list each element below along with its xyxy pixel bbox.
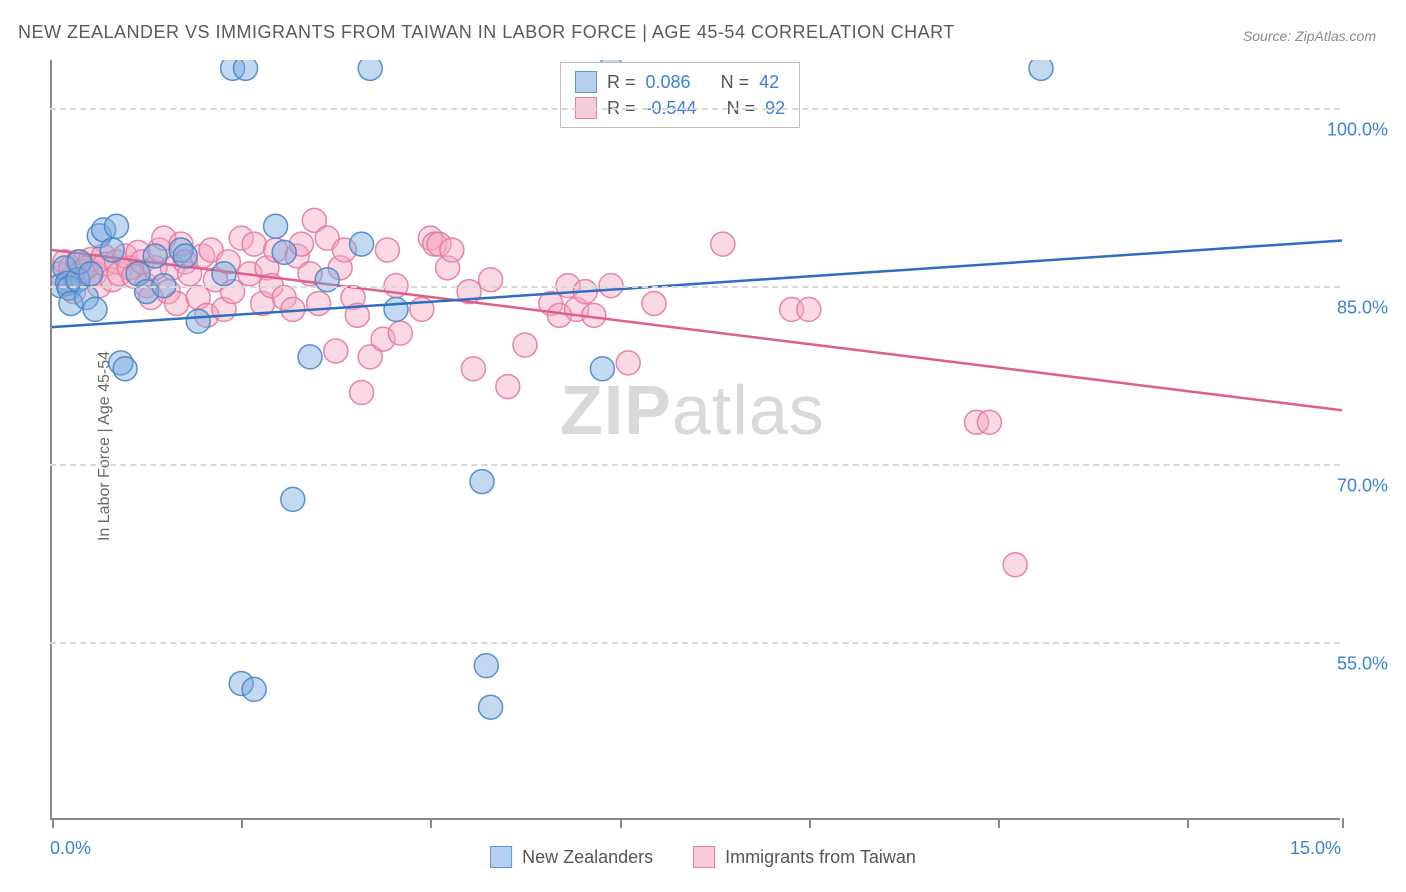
x-tick <box>241 818 243 828</box>
data-point <box>113 357 137 381</box>
legend-swatch <box>575 71 597 93</box>
data-point <box>479 695 503 719</box>
gridline <box>50 108 1340 110</box>
data-point <box>797 297 821 321</box>
data-point <box>358 60 382 80</box>
scatter-svg <box>52 60 1342 820</box>
series-legend-label: Immigrants from Taiwan <box>725 847 916 868</box>
data-point <box>1029 60 1053 80</box>
x-tick <box>998 818 1000 828</box>
data-point <box>105 214 129 238</box>
gridline <box>50 286 1340 288</box>
data-point <box>212 262 236 286</box>
y-tick-label: 55.0% <box>1337 653 1388 674</box>
data-point <box>242 677 266 701</box>
series-legend: New Zealanders Immigrants from Taiwan <box>490 846 916 868</box>
data-point <box>470 470 494 494</box>
series-legend-label: New Zealanders <box>522 847 653 868</box>
source-label: Source: ZipAtlas.com <box>1243 28 1376 44</box>
legend-swatch <box>490 846 512 868</box>
legend-r-label: R = <box>607 69 636 95</box>
x-tick <box>1187 818 1189 828</box>
data-point <box>711 232 735 256</box>
data-point <box>264 214 288 238</box>
legend-row: R = 0.086 N = 42 <box>575 69 785 95</box>
data-point <box>977 410 1001 434</box>
data-point <box>642 291 666 315</box>
chart-title: NEW ZEALANDER VS IMMIGRANTS FROM TAIWAN … <box>18 22 955 43</box>
data-point <box>143 244 167 268</box>
data-point <box>375 238 399 262</box>
data-point <box>616 351 640 375</box>
data-point <box>173 244 197 268</box>
plot-area <box>50 60 1340 820</box>
data-point <box>350 381 374 405</box>
series-legend-item: Immigrants from Taiwan <box>693 846 916 868</box>
series-legend-item: New Zealanders <box>490 846 653 868</box>
data-point <box>479 268 503 292</box>
data-point <box>388 321 412 345</box>
x-tick <box>430 818 432 828</box>
data-point <box>281 487 305 511</box>
y-tick-label: 70.0% <box>1337 475 1388 496</box>
legend-swatch <box>693 846 715 868</box>
x-tick <box>1342 818 1344 828</box>
data-point <box>496 375 520 399</box>
data-point <box>590 357 614 381</box>
data-point <box>83 297 107 321</box>
data-point <box>474 654 498 678</box>
data-point <box>298 345 322 369</box>
data-point <box>79 262 103 286</box>
gridline <box>50 464 1340 466</box>
correlation-legend: R = 0.086 N = 42R = -0.544 N = 92 <box>560 62 800 128</box>
data-point <box>307 291 331 315</box>
data-point <box>100 238 124 262</box>
trend-line <box>52 250 1342 410</box>
x-tick <box>809 818 811 828</box>
x-tick <box>52 818 54 828</box>
data-point <box>440 238 464 262</box>
data-point <box>350 232 374 256</box>
x-tick <box>620 818 622 828</box>
data-point <box>234 60 258 80</box>
data-point <box>186 309 210 333</box>
data-point <box>513 333 537 357</box>
y-tick-label: 100.0% <box>1327 119 1388 140</box>
data-point <box>1003 553 1027 577</box>
legend-n-value: 42 <box>759 69 779 95</box>
legend-r-value: 0.086 <box>646 69 691 95</box>
data-point <box>461 357 485 381</box>
gridline <box>50 642 1340 644</box>
data-point <box>384 297 408 321</box>
data-point <box>272 240 296 264</box>
legend-n-label: N = <box>721 69 750 95</box>
y-tick-label: 85.0% <box>1337 297 1388 318</box>
data-point <box>315 268 339 292</box>
data-point <box>324 339 348 363</box>
x-tick-label: 15.0% <box>1290 838 1341 859</box>
data-point <box>242 232 266 256</box>
x-tick-label: 0.0% <box>50 838 91 859</box>
